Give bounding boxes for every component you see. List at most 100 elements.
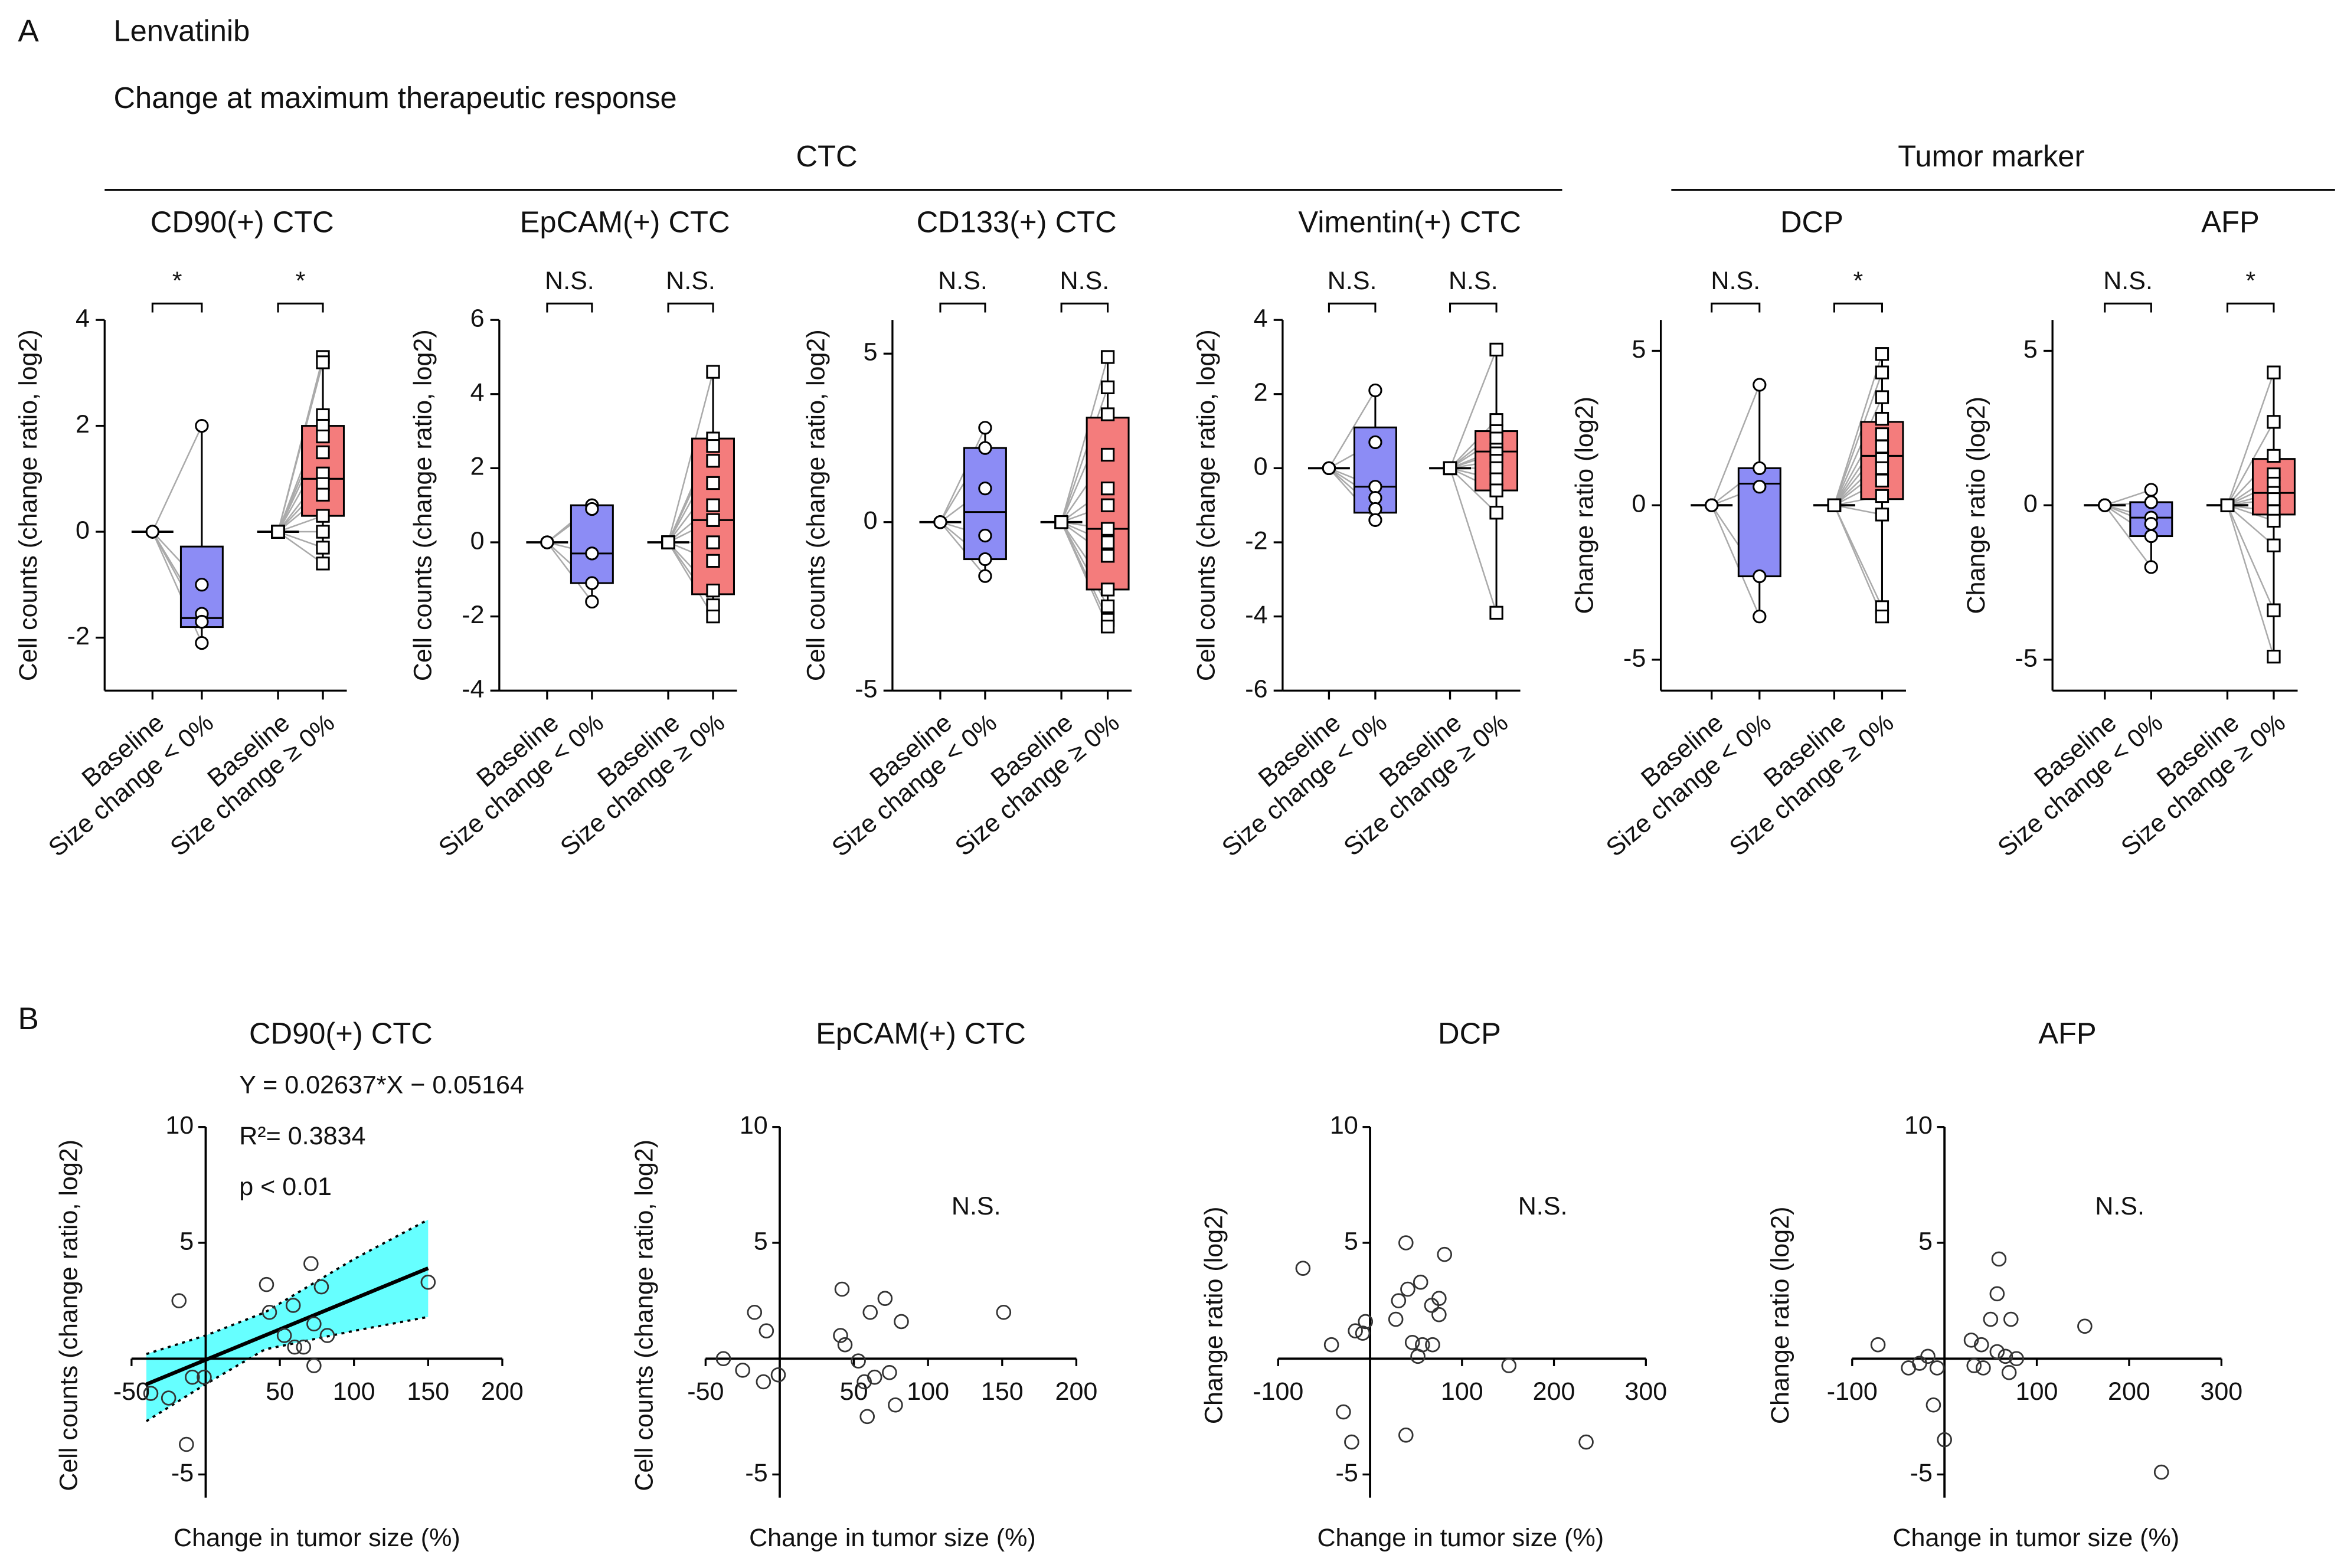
data-point <box>1425 1337 1440 1353</box>
data-point <box>1437 1246 1453 1262</box>
data-point <box>1983 1311 1999 1327</box>
data-point <box>2220 498 2235 512</box>
significance-bracket <box>277 302 324 313</box>
data-point <box>1875 489 1889 503</box>
x-tick-label: 200 <box>1533 1377 1575 1406</box>
data-point <box>1100 407 1115 421</box>
data-point <box>1100 620 1115 634</box>
data-point <box>1489 506 1503 520</box>
significance: * <box>1853 267 1864 295</box>
x-tick-label: -100 <box>1827 1377 1878 1406</box>
y-tick-label: 4 <box>470 378 485 407</box>
data-point <box>877 1291 893 1306</box>
pair-line <box>546 542 593 603</box>
pair-line <box>277 531 323 564</box>
data-point <box>856 1374 872 1390</box>
group-header: Tumor marker <box>1898 139 2084 173</box>
y-tick-label: -4 <box>462 675 484 703</box>
data-point <box>978 481 992 496</box>
significance: N.S. <box>1711 267 1760 295</box>
data-point <box>1875 427 1889 441</box>
box <box>963 447 1007 561</box>
data-point <box>706 439 720 453</box>
significance: N.S. <box>1060 267 1109 295</box>
x-tick-label: -50 <box>687 1377 724 1406</box>
significance: * <box>172 267 182 295</box>
y-axis-label: Cell counts (change ratio, log2) <box>54 1140 83 1491</box>
data-point <box>316 429 330 444</box>
x-tick-label: 300 <box>2200 1377 2242 1406</box>
data-point <box>1875 461 1889 476</box>
y-tick-label: 5 <box>1632 335 1646 364</box>
data-point <box>1322 461 1336 476</box>
data-point <box>706 454 720 468</box>
pair-line <box>1833 397 1883 506</box>
data-point <box>834 1281 850 1297</box>
pair-line <box>2227 504 2274 522</box>
y-tick-label: -5 <box>745 1459 767 1487</box>
data-point <box>2267 449 2281 463</box>
data-point <box>185 1369 200 1385</box>
data-point <box>1100 549 1115 563</box>
data-point <box>316 541 330 555</box>
data-point <box>1413 1274 1428 1290</box>
x-tick-label: 100 <box>907 1377 949 1406</box>
data-point <box>2267 365 2281 379</box>
x-tick-label: 200 <box>1055 1377 1098 1406</box>
significance-bracket <box>1449 302 1498 313</box>
data-point <box>316 509 330 523</box>
pair-line <box>1449 419 1497 469</box>
y-tick-label: -5 <box>855 675 877 703</box>
data-point <box>195 614 209 629</box>
x-tick-label: 100 <box>333 1377 375 1406</box>
data-point <box>706 498 720 512</box>
data-point <box>706 583 720 598</box>
y-tick-label: -5 <box>2015 644 2038 672</box>
data-point <box>1348 1323 1363 1338</box>
chart-title: Vimentin(+) CTC <box>1298 205 1521 238</box>
data-point <box>143 1386 159 1401</box>
data-point <box>316 557 330 571</box>
data-point <box>1100 350 1115 364</box>
data-point <box>195 418 209 433</box>
y-tick-label: -5 <box>1623 644 1646 672</box>
significance-bracket <box>1060 302 1109 313</box>
data-point <box>978 552 992 567</box>
y-tick-label: -4 <box>1245 601 1267 629</box>
pair-line <box>2104 489 2152 506</box>
data-point <box>882 1365 897 1380</box>
chart-title: CD90(+) CTC <box>249 1017 433 1050</box>
data-point <box>197 1369 212 1385</box>
confidence-band <box>146 1219 429 1422</box>
y-axis-label: Cell counts (change ratio, log2) <box>1192 329 1221 681</box>
data-point <box>715 1351 731 1367</box>
y-tick-label: -2 <box>1245 526 1267 555</box>
data-point <box>1989 1286 2005 1302</box>
pair-line <box>277 362 324 532</box>
x-axis-label: Change in tumor size (%) <box>1317 1524 1604 1552</box>
pair-line <box>1060 356 1109 523</box>
data-point <box>540 535 554 549</box>
data-point <box>1368 383 1382 398</box>
pair-line <box>1449 349 1498 469</box>
significance: N.S. <box>2103 267 2153 295</box>
data-point <box>859 1409 875 1425</box>
data-point <box>1870 1337 1886 1353</box>
data-point <box>1963 1333 1979 1348</box>
data-point <box>735 1363 750 1378</box>
pair-line <box>1060 522 1109 627</box>
data-point <box>1875 508 1889 522</box>
data-point <box>1100 535 1115 549</box>
data-point <box>271 525 285 539</box>
group-header: CTC <box>796 139 857 173</box>
data-point <box>1753 378 1767 392</box>
significance: N.S. <box>666 267 715 295</box>
pair-line <box>2227 421 2275 506</box>
significance-bracket <box>1328 302 1377 313</box>
data-point <box>1100 498 1115 512</box>
data-point <box>833 1328 848 1343</box>
y-tick-label: -2 <box>462 601 484 629</box>
chart-title: CD133(+) CTC <box>917 205 1117 238</box>
data-point <box>1431 1307 1447 1323</box>
pair-line <box>667 371 714 543</box>
